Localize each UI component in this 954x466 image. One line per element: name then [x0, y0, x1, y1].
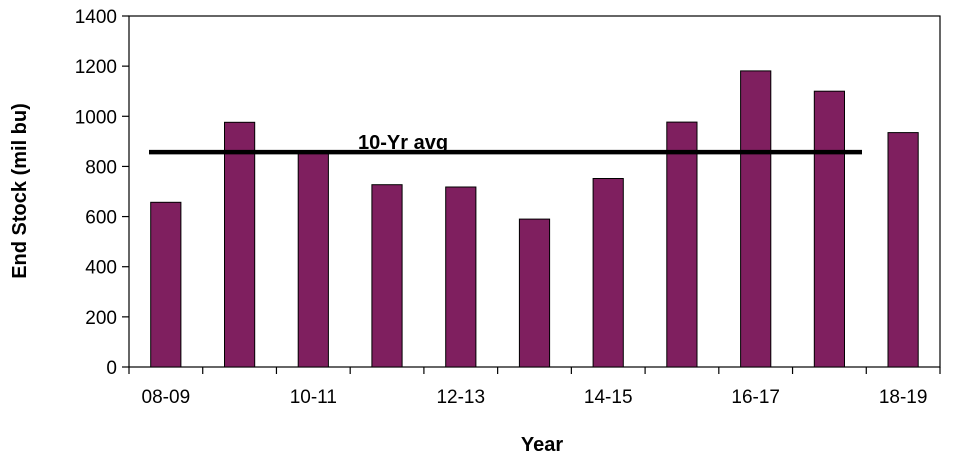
- average-line-group: 10-Yr avg: [149, 132, 862, 155]
- x-axis: 08-09 10-11 12-13 14-15 16-17 18-19: [128, 367, 941, 408]
- bar-10-11: [297, 150, 329, 368]
- x-tick-label: 08-09: [142, 387, 191, 408]
- bar-18-19: [887, 132, 919, 368]
- y-tick-label: 400: [85, 258, 117, 279]
- bar-13-14: [518, 218, 551, 368]
- y-tick-label: 1200: [75, 57, 117, 78]
- bar-08-09: [150, 201, 182, 368]
- x-tick-label: 18-19: [879, 387, 928, 408]
- y-tick-label: 1000: [75, 107, 117, 128]
- y-tick-label: 200: [85, 308, 117, 329]
- bar-14-15: [592, 178, 624, 368]
- y-tick-label: 1400: [75, 7, 117, 28]
- bar-15-16: [666, 121, 698, 368]
- average-line-label: 10-Yr avg: [358, 132, 448, 154]
- bar-16-17: [740, 70, 772, 368]
- bars-group: [150, 70, 919, 368]
- bar-12-13: [445, 186, 477, 368]
- bar-17-18: [813, 90, 845, 368]
- bar-11-12: [371, 184, 403, 368]
- x-axis-title: Year: [521, 434, 563, 456]
- bar-09-10: [224, 121, 256, 368]
- x-tick-label: 16-17: [731, 387, 780, 408]
- y-tick-label: 600: [85, 208, 117, 229]
- x-tick-label: 14-15: [584, 387, 633, 408]
- y-tick-label: 800: [85, 157, 117, 178]
- y-axis-title: End Stock (mil bu): [9, 103, 31, 279]
- x-tick-label: 12-13: [436, 387, 485, 408]
- x-tick-label: 10-11: [290, 387, 337, 408]
- y-axis: 0 200 400 600 800 1000 1200 1400: [75, 7, 129, 379]
- y-tick-label: 0: [106, 358, 117, 379]
